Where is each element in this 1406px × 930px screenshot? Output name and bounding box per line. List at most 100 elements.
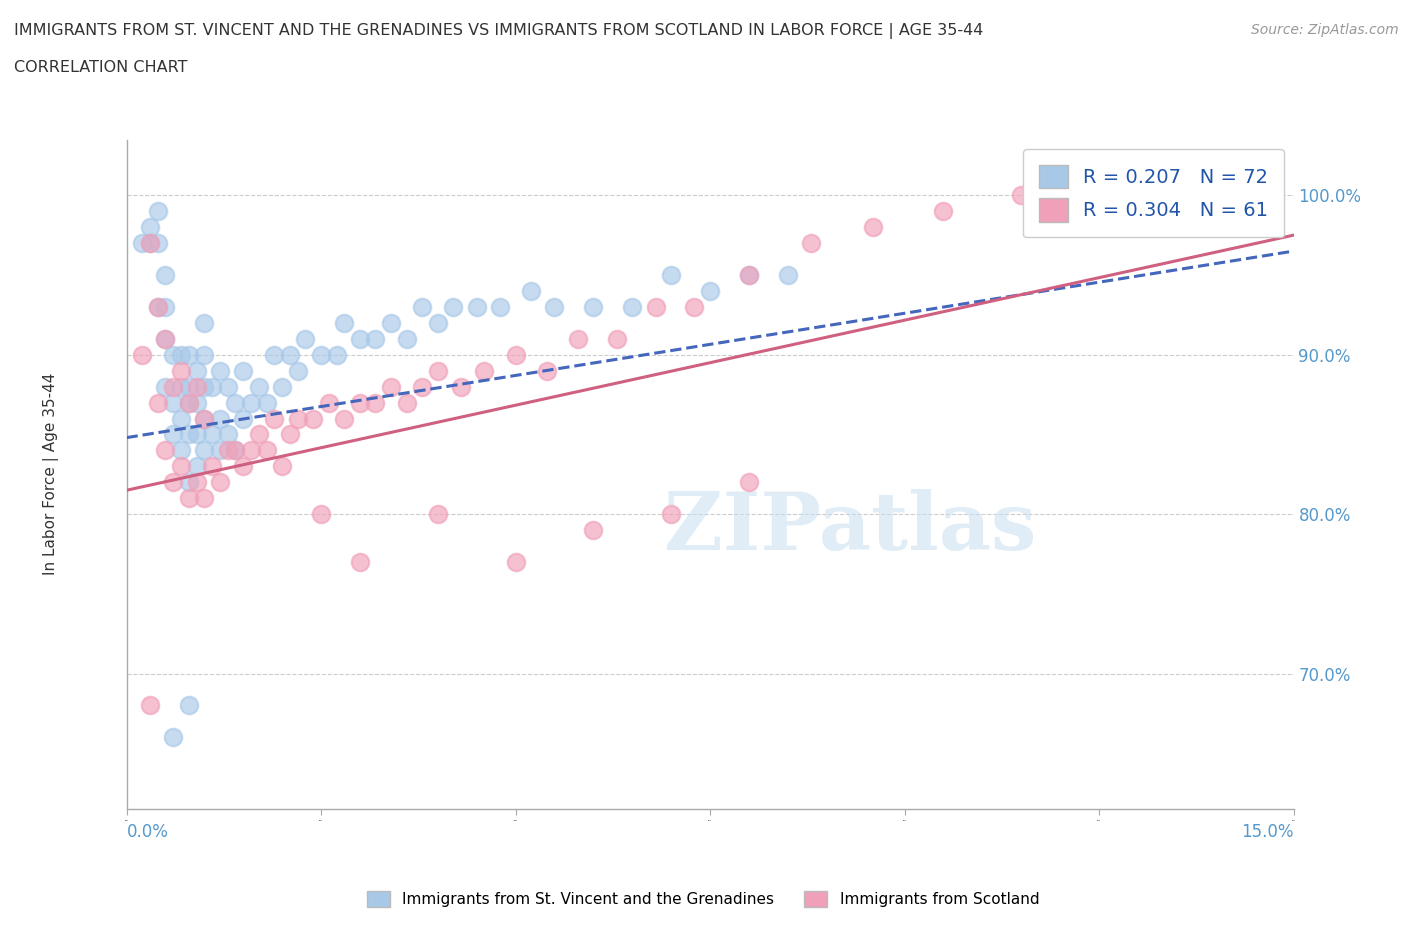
Point bbox=[659, 507, 682, 522]
Point bbox=[162, 427, 184, 442]
Point bbox=[146, 299, 169, 314]
Point bbox=[224, 395, 246, 410]
Point bbox=[263, 411, 285, 426]
Point bbox=[170, 458, 193, 473]
Point bbox=[177, 347, 200, 362]
Point bbox=[217, 379, 239, 394]
Point bbox=[162, 395, 184, 410]
Point bbox=[278, 427, 301, 442]
Point bbox=[932, 204, 955, 219]
Point bbox=[606, 331, 628, 346]
Point bbox=[170, 347, 193, 362]
Text: ZIPatlas: ZIPatlas bbox=[664, 489, 1036, 567]
Point bbox=[217, 443, 239, 458]
Point bbox=[193, 411, 215, 426]
Point bbox=[862, 219, 884, 234]
Point bbox=[162, 347, 184, 362]
Point bbox=[170, 379, 193, 394]
Point bbox=[193, 411, 215, 426]
Point bbox=[155, 268, 177, 283]
Point bbox=[450, 379, 472, 394]
Point bbox=[256, 395, 278, 410]
Point bbox=[644, 299, 666, 314]
Point bbox=[146, 299, 169, 314]
Legend: Immigrants from St. Vincent and the Grenadines, Immigrants from Scotland: Immigrants from St. Vincent and the Gren… bbox=[361, 884, 1045, 913]
Point bbox=[309, 347, 332, 362]
Text: Source: ZipAtlas.com: Source: ZipAtlas.com bbox=[1251, 23, 1399, 37]
Point bbox=[186, 427, 208, 442]
Point bbox=[232, 364, 254, 379]
Point bbox=[380, 315, 402, 330]
Point bbox=[177, 427, 200, 442]
Point bbox=[131, 235, 153, 250]
Point bbox=[256, 443, 278, 458]
Point bbox=[349, 554, 371, 569]
Point bbox=[155, 443, 177, 458]
Point bbox=[232, 458, 254, 473]
Text: 0.0%: 0.0% bbox=[127, 823, 169, 841]
Point bbox=[349, 395, 371, 410]
Point bbox=[146, 204, 169, 219]
Point bbox=[683, 299, 706, 314]
Point bbox=[325, 347, 347, 362]
Point bbox=[139, 219, 162, 234]
Point bbox=[240, 443, 263, 458]
Point bbox=[659, 268, 682, 283]
Point bbox=[520, 284, 543, 299]
Point bbox=[186, 458, 208, 473]
Point bbox=[201, 379, 224, 394]
Point bbox=[240, 395, 263, 410]
Point bbox=[131, 347, 153, 362]
Point bbox=[201, 427, 224, 442]
Point bbox=[582, 299, 605, 314]
Point bbox=[278, 347, 301, 362]
Point bbox=[699, 284, 721, 299]
Point bbox=[247, 427, 270, 442]
Point bbox=[162, 475, 184, 490]
Point bbox=[1243, 188, 1265, 203]
Point bbox=[474, 364, 496, 379]
Point bbox=[208, 443, 231, 458]
Point bbox=[411, 379, 433, 394]
Point bbox=[247, 379, 270, 394]
Point bbox=[505, 347, 527, 362]
Point bbox=[201, 458, 224, 473]
Point bbox=[186, 395, 208, 410]
Point bbox=[162, 379, 184, 394]
Point bbox=[621, 299, 644, 314]
Point bbox=[193, 491, 215, 506]
Point bbox=[155, 379, 177, 394]
Text: CORRELATION CHART: CORRELATION CHART bbox=[14, 60, 187, 75]
Point bbox=[177, 698, 200, 713]
Point bbox=[177, 379, 200, 394]
Point bbox=[186, 379, 208, 394]
Point bbox=[776, 268, 799, 283]
Point bbox=[287, 411, 309, 426]
Point bbox=[232, 411, 254, 426]
Point bbox=[271, 379, 294, 394]
Point bbox=[271, 458, 294, 473]
Legend: R = 0.207   N = 72, R = 0.304   N = 61: R = 0.207 N = 72, R = 0.304 N = 61 bbox=[1024, 149, 1284, 237]
Point bbox=[193, 347, 215, 362]
Point bbox=[582, 523, 605, 538]
Point bbox=[177, 395, 200, 410]
Point bbox=[426, 364, 449, 379]
Point bbox=[543, 299, 565, 314]
Point bbox=[263, 347, 285, 362]
Point bbox=[567, 331, 589, 346]
Point bbox=[186, 475, 208, 490]
Point bbox=[302, 411, 325, 426]
Point bbox=[738, 268, 761, 283]
Point bbox=[441, 299, 464, 314]
Point bbox=[333, 411, 356, 426]
Point bbox=[170, 411, 193, 426]
Text: IMMIGRANTS FROM ST. VINCENT AND THE GRENADINES VS IMMIGRANTS FROM SCOTLAND IN LA: IMMIGRANTS FROM ST. VINCENT AND THE GREN… bbox=[14, 23, 983, 39]
Point bbox=[162, 730, 184, 745]
Point bbox=[155, 299, 177, 314]
Point bbox=[489, 299, 512, 314]
Point bbox=[139, 698, 162, 713]
Point bbox=[333, 315, 356, 330]
Text: 15.0%: 15.0% bbox=[1241, 823, 1294, 841]
Text: In Labor Force | Age 35-44: In Labor Force | Age 35-44 bbox=[42, 373, 59, 576]
Point bbox=[364, 395, 387, 410]
